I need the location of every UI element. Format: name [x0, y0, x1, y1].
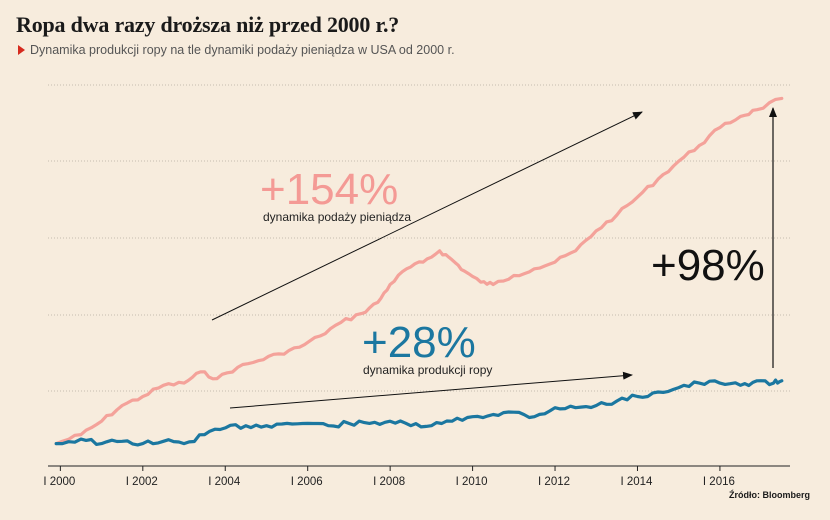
oil-growth-caption: dynamika produkcji ropy	[363, 363, 492, 377]
oil-production-line	[54, 378, 784, 447]
difference-label: +98%	[651, 241, 765, 290]
x-tick-label: I 2014	[620, 476, 653, 488]
x-tick-label: I 2010	[456, 476, 488, 488]
x-tick-label: I 2004	[208, 476, 241, 488]
money-trend-arrow	[211, 111, 643, 321]
chart-title: Ropa dwa razy droższa niż przed 2000 r.?	[16, 12, 400, 37]
oil-growth-label: +28%	[362, 318, 476, 367]
source-note: Źródło: Bloomberg	[729, 490, 810, 500]
x-tick-label: I 2002	[126, 476, 158, 488]
x-tick-label: I 2012	[538, 476, 570, 488]
annotations: +154% dynamika podaży pieniądza +28% dyn…	[260, 165, 765, 377]
money-growth-label: +154%	[260, 165, 398, 214]
triangle-bullet-icon	[18, 45, 25, 55]
x-tick-label: I 2016	[703, 476, 735, 488]
series-lines	[54, 96, 784, 447]
x-tick-label: I 2006	[291, 476, 323, 488]
oil-trend-arrow	[229, 371, 633, 409]
trend-arrows	[211, 107, 777, 409]
money-supply-line	[54, 96, 784, 446]
money-growth-caption: dynamika podaży pieniądza	[263, 210, 411, 224]
chart-subtitle: Dynamika produkcji ropy na tle dynamiki …	[18, 43, 455, 57]
subtitle-text: Dynamika produkcji ropy na tle dynamiki …	[30, 43, 455, 57]
x-tick-label: I 2008	[373, 476, 405, 488]
x-tick-label: I 2000	[43, 476, 75, 488]
x-axis: I 2000 I 2002 I 2004 I 2006 I 2008 I 2010 I 20…	[43, 465, 790, 488]
